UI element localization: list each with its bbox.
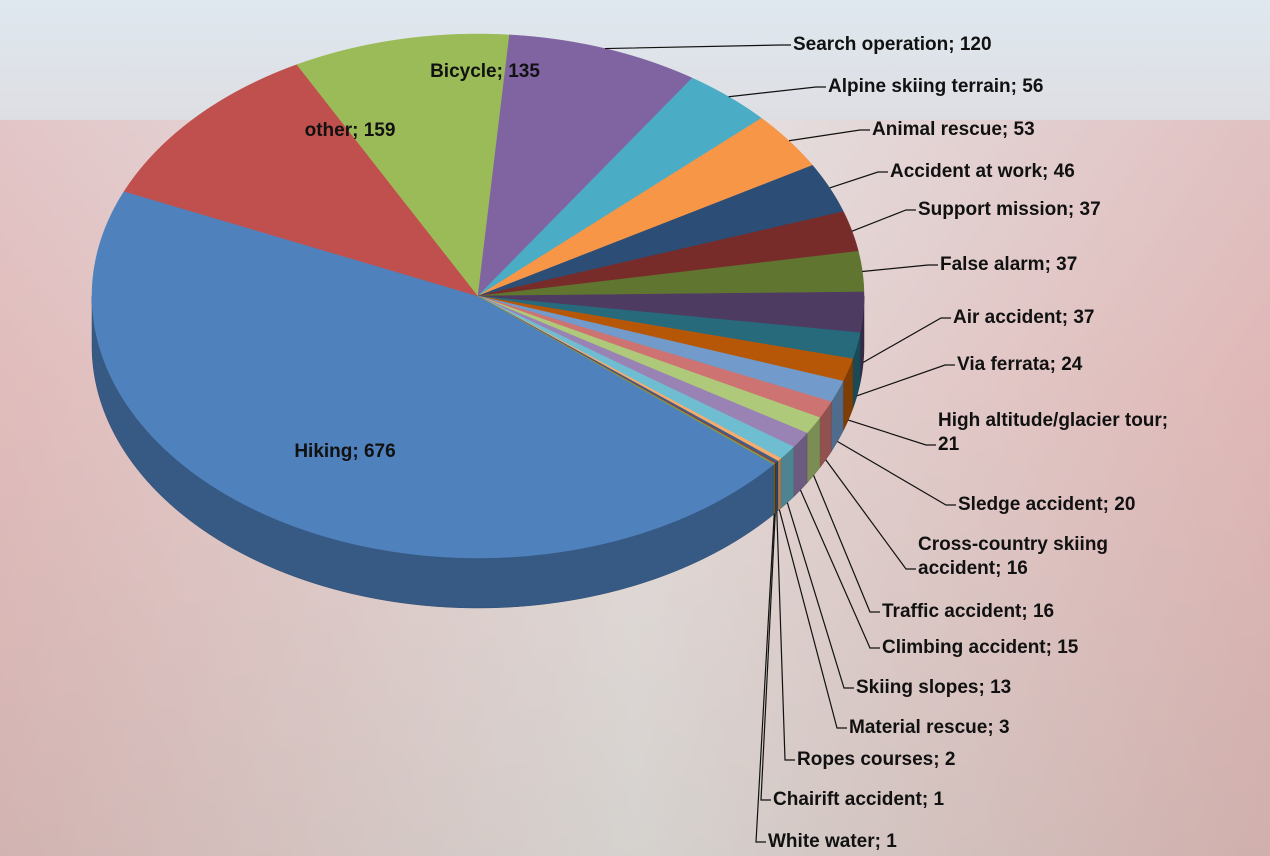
data-label: Ropes courses; 2 (797, 749, 956, 770)
data-label: False alarm; 37 (940, 254, 1078, 275)
leader-line (778, 509, 847, 729)
data-label: other; 159 (304, 120, 396, 141)
leader-line (776, 511, 795, 761)
data-label: Support mission; 37 (918, 199, 1101, 220)
leader-line (799, 489, 880, 649)
pie (91, 33, 865, 609)
leader-line (760, 513, 776, 801)
leader-line (604, 44, 791, 50)
data-label: Alpine skiing terrain; 56 (828, 76, 1044, 97)
leader-line (856, 364, 955, 397)
slice (91, 191, 775, 559)
slice (477, 117, 813, 297)
slice (477, 295, 861, 360)
leader-line (862, 317, 951, 363)
leader-line (728, 86, 826, 98)
leader-line (786, 502, 854, 689)
slice (296, 33, 510, 297)
data-label: Air accident; 37 (953, 307, 1095, 328)
leader-line (829, 171, 888, 189)
slice (477, 77, 762, 297)
slice (477, 34, 693, 297)
leaders (604, 44, 956, 843)
data-label: Bicycle; 135 (430, 61, 540, 82)
leader-line (755, 513, 775, 843)
slice (477, 250, 865, 297)
leader-line (837, 440, 956, 506)
data-label: Search operation; 120 (793, 34, 992, 55)
data-label: Accident at work; 46 (890, 161, 1075, 182)
data-label: White water; 1 (768, 831, 897, 852)
slice (477, 165, 844, 297)
data-label: Via ferrata; 24 (957, 354, 1083, 375)
data-label: Climbing accident; 15 (882, 637, 1079, 658)
data-label: Animal rescue; 53 (872, 119, 1035, 140)
data-label: Chairift accident; 1 (773, 789, 945, 810)
slice (477, 295, 776, 465)
slice-side (775, 460, 779, 514)
data-label: Skiing slopes; 13 (856, 677, 1012, 698)
slice (477, 295, 854, 382)
leader-line (862, 264, 938, 273)
slice-side (773, 463, 775, 515)
leader-line (825, 459, 916, 570)
slice (477, 295, 844, 402)
slice (123, 64, 479, 297)
data-label: Traffic accident; 16 (882, 601, 1055, 622)
leader-line (848, 419, 936, 446)
data-label: Cross-country skiing accident; 16 (918, 534, 1109, 579)
slice (477, 291, 865, 334)
data-label: Sledge accident; 20 (958, 494, 1136, 515)
data-label: Material rescue; 3 (849, 717, 1010, 738)
data-label: Hiking; 676 (294, 441, 396, 462)
slice-side (777, 457, 782, 512)
data-label: High altitude/glacier tour; 21 (938, 410, 1169, 455)
slice (477, 211, 859, 297)
leader-line (788, 129, 870, 142)
leader-line (851, 209, 916, 232)
leader-line (813, 475, 880, 613)
